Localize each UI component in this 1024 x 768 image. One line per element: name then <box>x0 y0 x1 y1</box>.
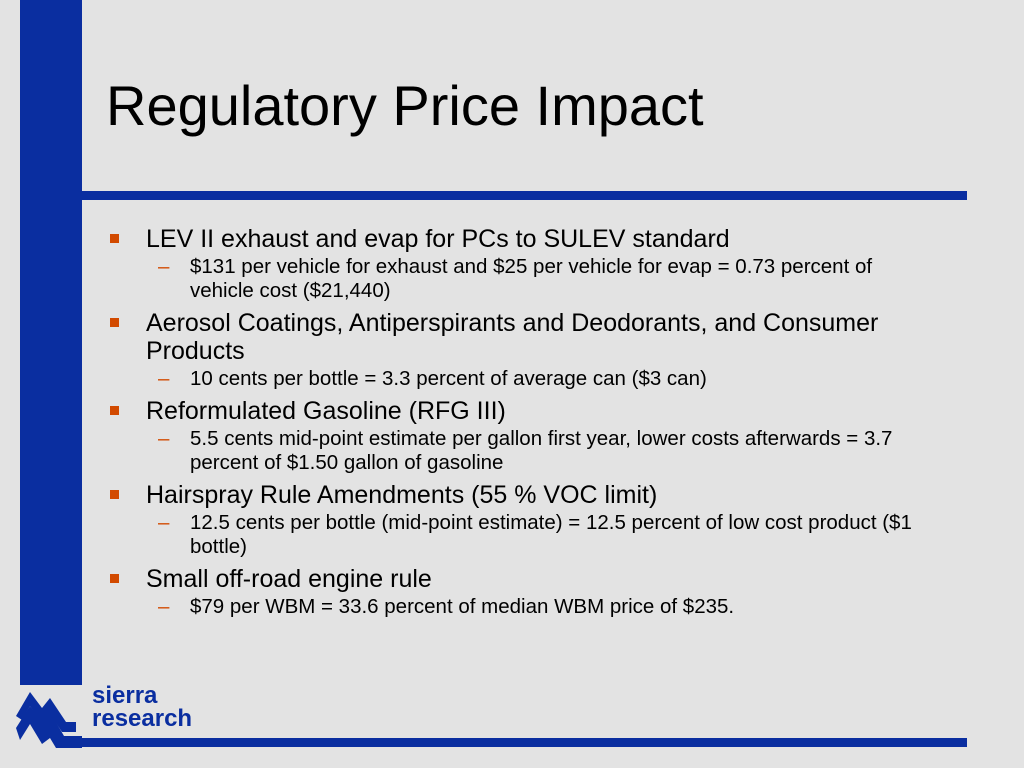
brand-line-2: research <box>92 705 193 732</box>
footer-divider <box>82 738 967 747</box>
bullet-item: Small off-road engine rule – $79 per WBM … <box>106 565 956 619</box>
bullet-text: Reformulated Gasoline (RFG III) <box>146 397 506 425</box>
bullet-item: LEV II exhaust and evap for PCs to SULEV… <box>106 225 956 303</box>
dash-bullet-icon: – <box>158 367 170 390</box>
square-bullet-icon <box>110 234 119 243</box>
slide-title: Regulatory Price Impact <box>106 74 704 137</box>
bullet-text: LEV II exhaust and evap for PCs to SULEV… <box>146 225 730 253</box>
mountain-logo-icon <box>16 692 82 748</box>
square-bullet-icon <box>110 574 119 583</box>
title-divider <box>82 191 967 200</box>
left-accent-bar <box>20 0 82 685</box>
sub-bullet-text: 10 cents per bottle = 3.3 percent of ave… <box>190 367 707 390</box>
dash-bullet-icon: – <box>158 255 170 278</box>
dash-bullet-icon: – <box>158 511 170 534</box>
bullet-list: LEV II exhaust and evap for PCs to SULEV… <box>106 225 956 625</box>
sub-bullet-text: 5.5 cents mid-point estimate per gallon … <box>190 427 893 474</box>
square-bullet-icon <box>110 318 119 327</box>
bullet-item: Reformulated Gasoline (RFG III) –5.5 cen… <box>106 397 956 475</box>
square-bullet-icon <box>110 406 119 415</box>
sub-bullet-text: $79 per WBM = 33.6 percent of median WBM… <box>190 595 735 618</box>
brand-name: sierra research <box>92 682 193 732</box>
square-bullet-icon <box>110 490 119 499</box>
dash-bullet-icon: – <box>158 595 170 618</box>
bullet-item: Aerosol Coatings, Antiperspirants and De… <box>106 309 956 391</box>
brand-line-1: sierra <box>92 682 158 709</box>
bullet-text: Small off-road engine rule <box>146 565 432 593</box>
bullet-item: Hairspray Rule Amendments (55 % VOC limi… <box>106 481 956 559</box>
bullet-text: Hairspray Rule Amendments (55 % VOC limi… <box>146 481 658 509</box>
sub-bullet-text: $131 per vehicle for exhaust and $25 per… <box>190 255 873 302</box>
dash-bullet-icon: – <box>158 427 170 450</box>
bullet-text: Aerosol Coatings, Antiperspirants and De… <box>146 309 879 365</box>
sub-bullet-text: 12.5 cents per bottle (mid-point estimat… <box>190 511 912 558</box>
